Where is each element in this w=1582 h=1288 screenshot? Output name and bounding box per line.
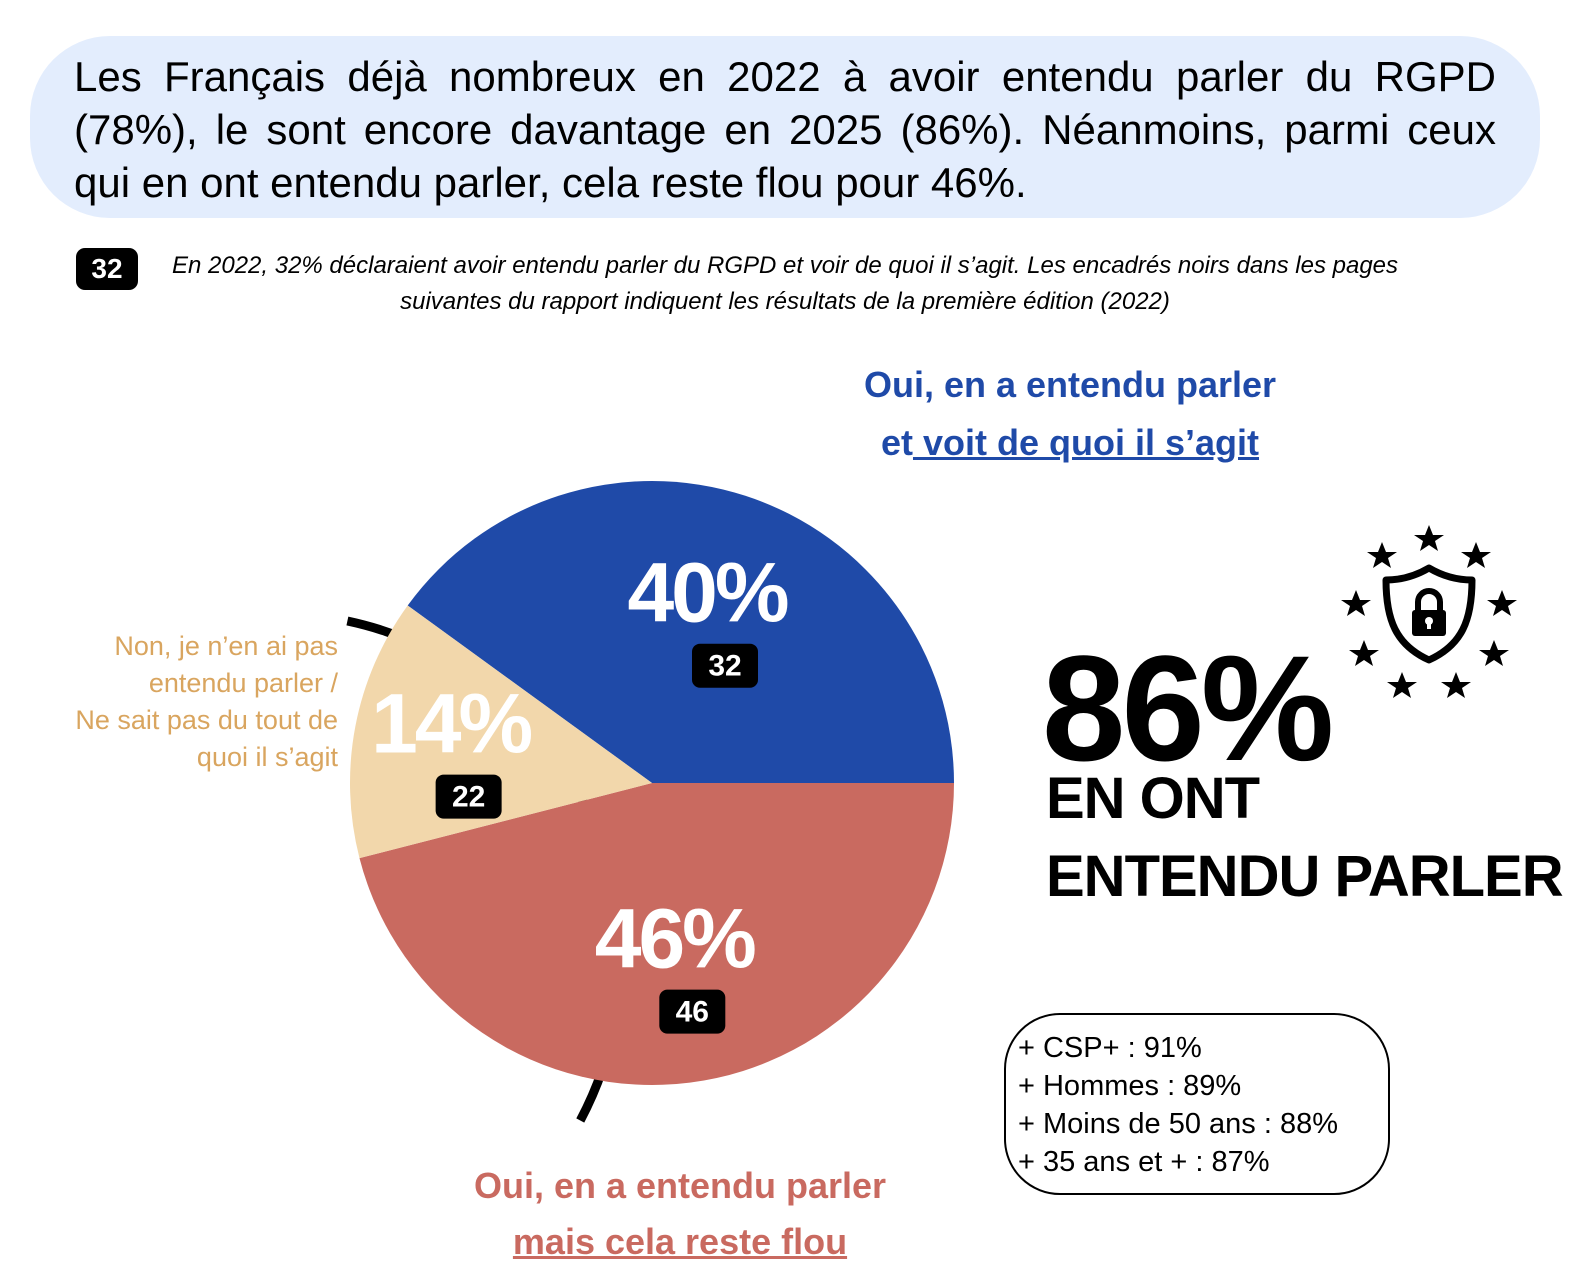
highlight-value: 86% xyxy=(1042,624,1334,792)
previous-value-label: 22 xyxy=(452,781,485,814)
subgroup-line: + CSP+ : 91% xyxy=(1018,1032,1202,1064)
label-tan-line4: quoi il s’agit xyxy=(196,742,338,772)
highlight-label-line2: ENTENDU PARLER xyxy=(1046,844,1564,909)
pie-slice xyxy=(407,481,954,783)
highlight-label: EN ONT ENTENDU PARLER xyxy=(1046,760,1564,916)
label-blue-line1: Oui, en a entendu parler xyxy=(863,364,1277,405)
label-red-line2: mais cela reste flou xyxy=(512,1221,848,1262)
previous-value-label: 46 xyxy=(676,996,709,1029)
slice-value-label: 40% xyxy=(627,546,787,640)
note-badge: 32 xyxy=(76,248,138,290)
pie-slice xyxy=(350,605,652,859)
label-tan: Non, je n’en ai pas entendu parler / Ne … xyxy=(20,628,338,776)
previous-value-badge xyxy=(435,774,502,819)
label-tan-line1: Non, je n’en ai pas xyxy=(114,631,338,661)
label-blue-line2a: et xyxy=(880,422,913,463)
previous-value-badge xyxy=(692,643,759,688)
label-blue: Oui, en a entendu parler et voit de quoi… xyxy=(820,356,1320,472)
pie-slice xyxy=(359,783,954,1085)
headline: Les Français déjà nombreux en 2022 à avo… xyxy=(30,36,1540,218)
shield-lock-stars-icon xyxy=(1341,525,1517,698)
previous-value-label: 32 xyxy=(708,650,741,683)
subgroups-box: + CSP+ : 91% + Hommes : 89% + Moins de 5… xyxy=(1004,1013,1390,1195)
label-blue-line2b: voit de quoi il s’agit xyxy=(912,422,1260,463)
slice-value-label: 14% xyxy=(371,677,531,771)
note-text: En 2022, 32% déclaraient avoir entendu p… xyxy=(171,252,1399,315)
label-tan-line2: entendu parler / xyxy=(148,668,338,698)
previous-value-badge xyxy=(659,989,726,1034)
label-red: Oui, en a entendu parler mais cela reste… xyxy=(430,1158,930,1270)
subgroup-line: + Hommes : 89% xyxy=(1018,1070,1242,1102)
highlight-label-line1: EN ONT xyxy=(1046,766,1260,831)
label-blue-line2: et voit de quoi il s’agit xyxy=(820,414,1320,472)
subgroup-line: + 35 ans et + : 87% xyxy=(1018,1146,1270,1178)
label-red-line1: Oui, en a entendu parler xyxy=(473,1165,887,1206)
slice-value-label: 46% xyxy=(595,892,755,986)
subgroup-line: + Moins de 50 ans : 88% xyxy=(1018,1108,1339,1140)
label-tan-line3: Ne sait pas du tout de xyxy=(75,705,338,735)
